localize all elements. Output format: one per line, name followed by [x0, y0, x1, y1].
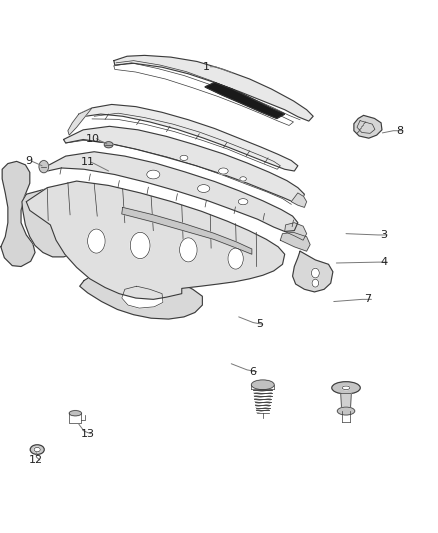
Polygon shape: [46, 152, 298, 231]
Text: 8: 8: [396, 126, 403, 136]
Polygon shape: [79, 104, 298, 171]
Ellipse shape: [332, 382, 360, 394]
Polygon shape: [285, 223, 307, 240]
Text: 13: 13: [81, 429, 95, 439]
Polygon shape: [280, 232, 310, 251]
Ellipse shape: [147, 170, 160, 179]
Ellipse shape: [311, 268, 319, 278]
Ellipse shape: [228, 248, 244, 269]
Polygon shape: [1, 161, 35, 266]
Polygon shape: [122, 207, 252, 254]
Polygon shape: [22, 185, 125, 257]
Ellipse shape: [39, 160, 49, 173]
Polygon shape: [293, 251, 333, 292]
Ellipse shape: [240, 177, 246, 181]
Ellipse shape: [337, 407, 355, 415]
Ellipse shape: [180, 155, 188, 160]
Text: 3: 3: [380, 230, 387, 240]
Ellipse shape: [251, 380, 274, 390]
Text: 11: 11: [81, 157, 95, 167]
Ellipse shape: [69, 410, 81, 416]
Text: 9: 9: [25, 156, 32, 166]
Ellipse shape: [238, 199, 248, 205]
Polygon shape: [122, 286, 163, 308]
Polygon shape: [341, 393, 351, 411]
Ellipse shape: [312, 279, 319, 287]
Ellipse shape: [180, 238, 197, 262]
Ellipse shape: [131, 232, 150, 259]
Polygon shape: [80, 266, 202, 319]
Text: 4: 4: [380, 257, 387, 267]
Ellipse shape: [88, 229, 105, 253]
Text: 6: 6: [250, 367, 257, 377]
Polygon shape: [114, 55, 313, 121]
Ellipse shape: [57, 207, 70, 222]
Polygon shape: [68, 108, 92, 135]
Text: 7: 7: [364, 294, 371, 304]
Polygon shape: [26, 181, 285, 300]
Polygon shape: [291, 193, 307, 207]
Ellipse shape: [219, 168, 228, 174]
Text: 10: 10: [86, 134, 100, 143]
Ellipse shape: [34, 447, 40, 452]
Ellipse shape: [30, 445, 44, 455]
Ellipse shape: [342, 386, 350, 390]
Polygon shape: [64, 126, 304, 201]
Ellipse shape: [80, 217, 91, 230]
Ellipse shape: [104, 142, 113, 148]
Text: 12: 12: [29, 455, 43, 465]
Text: 1: 1: [203, 62, 210, 72]
Ellipse shape: [198, 184, 210, 192]
Text: 5: 5: [256, 319, 263, 329]
Polygon shape: [354, 115, 382, 138]
Polygon shape: [205, 83, 285, 118]
